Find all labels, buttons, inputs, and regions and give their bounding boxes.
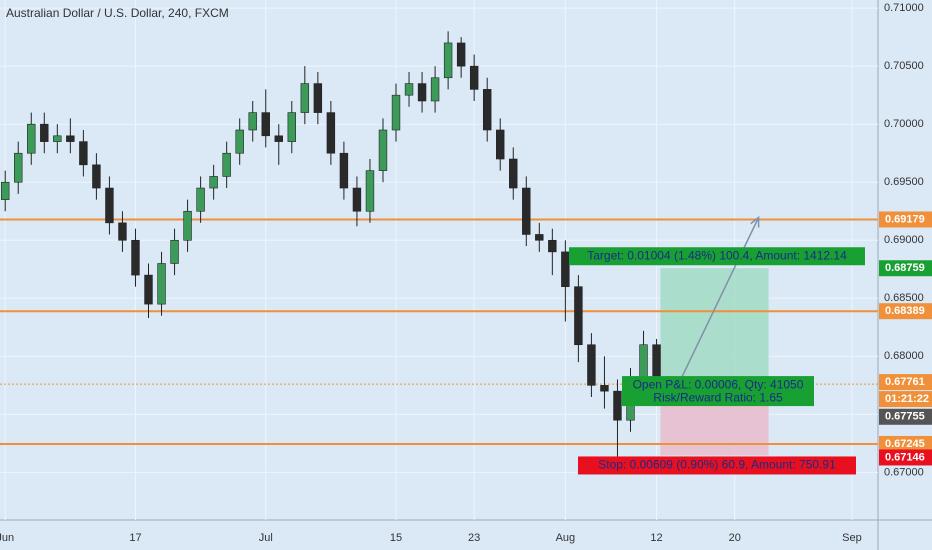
- candle-body: [535, 234, 544, 241]
- price-label: 0.67755: [885, 411, 925, 423]
- chart-title: Australian Dollar / U.S. Dollar, 240, FX…: [6, 6, 229, 20]
- candle-body: [66, 135, 75, 142]
- price-label-box: [879, 435, 932, 452]
- candle-body: [339, 152, 349, 189]
- candle-body: [53, 135, 62, 142]
- position-label: Risk/Reward Ratio: 1.65: [653, 390, 783, 404]
- candle-body: [613, 390, 622, 421]
- price-label-box: [879, 449, 932, 466]
- position-label: Open P&L: 0.00006, Qty: 41050: [633, 377, 804, 391]
- y-tick-label: 0.69500: [884, 176, 924, 188]
- candle-body: [522, 187, 531, 235]
- candle-body: [183, 210, 192, 241]
- candle-body: [105, 187, 114, 224]
- x-tick-label: 15: [390, 532, 402, 544]
- candle-body: [456, 42, 466, 67]
- candle-body: [40, 123, 49, 142]
- position-label-box: [622, 376, 814, 407]
- price-label-box: [879, 303, 932, 320]
- position-label-box: [569, 247, 865, 266]
- candle-body: [144, 274, 153, 305]
- candle-body: [300, 83, 310, 113]
- x-tick-label: 17: [129, 532, 141, 544]
- candle-body: [574, 286, 583, 346]
- candle-body: [600, 385, 609, 392]
- y-tick-label: 0.70000: [884, 118, 924, 130]
- candle-body: [443, 42, 453, 79]
- x-tick-label: Sep: [842, 532, 862, 544]
- candle-body: [365, 170, 375, 212]
- price-label: 0.69179: [885, 213, 925, 225]
- price-label: 0.67761: [885, 376, 925, 388]
- candle-body: [404, 83, 414, 96]
- y-tick-label: 0.70500: [884, 60, 924, 72]
- candle-body: [561, 251, 570, 287]
- candle-body: [313, 83, 323, 113]
- candle-body: [79, 141, 88, 166]
- position-label: Stop: 0.00609 (0.90%) 60.9, Amount: 750.…: [598, 458, 836, 472]
- candle-body: [496, 129, 505, 160]
- y-tick-label: 0.67000: [884, 466, 924, 478]
- candle-body: [417, 83, 427, 102]
- price-label-box: [879, 408, 932, 425]
- candle-body: [92, 164, 101, 189]
- x-tick-label: Jul: [259, 532, 273, 544]
- candle-body: [430, 77, 440, 102]
- position-label: Target: 0.01004 (1.48%) 100.4, Amount: 1…: [587, 248, 847, 262]
- y-tick-label: 0.68500: [884, 292, 924, 304]
- candle-body: [469, 65, 479, 90]
- candle-body: [209, 176, 218, 189]
- candle-body: [326, 112, 336, 154]
- candle-body: [118, 222, 127, 241]
- candle-body: [639, 344, 648, 380]
- profit-zone: [660, 268, 769, 385]
- arrow-head: [750, 215, 760, 228]
- candle-body: [287, 112, 297, 142]
- price-label: 0.68759: [885, 262, 925, 274]
- candle-body: [196, 187, 205, 212]
- price-label-box: [879, 374, 932, 391]
- countdown: 01:21:22: [885, 393, 929, 405]
- y-tick-label: 0.69000: [884, 234, 924, 246]
- candle-body: [170, 239, 179, 264]
- candle-body: [509, 158, 518, 189]
- price-label-box: [879, 260, 932, 277]
- candle-body: [587, 344, 596, 386]
- price-label: 0.67146: [885, 451, 925, 463]
- candle-body: [27, 123, 36, 154]
- x-tick-label: 12: [650, 532, 662, 544]
- price-label: 0.68389: [885, 305, 925, 317]
- candle-body: [548, 239, 557, 253]
- candle-body: [131, 239, 140, 276]
- candle-body: [1, 181, 10, 200]
- x-tick-label: 23: [468, 532, 480, 544]
- projection-arrow: [679, 217, 760, 381]
- candle-body: [274, 135, 283, 142]
- candle-body: [352, 187, 362, 212]
- y-tick-label: 0.68000: [884, 350, 924, 362]
- countdown-box: [879, 391, 932, 408]
- x-tick-label: Aug: [556, 532, 576, 544]
- candle-body: [391, 94, 401, 131]
- x-tick-label: Jun: [0, 532, 14, 544]
- position-label-box: [578, 456, 856, 475]
- candle-body: [378, 129, 388, 171]
- candle-body: [261, 112, 270, 137]
- candle-body: [222, 152, 231, 177]
- candle-body: [157, 263, 166, 305]
- price-label-box: [879, 211, 932, 228]
- y-tick-label: 0.71000: [884, 2, 924, 14]
- candle-body: [235, 129, 244, 154]
- candle-body: [482, 89, 492, 131]
- price-label: 0.67245: [885, 438, 925, 450]
- x-tick-label: 20: [729, 532, 741, 544]
- candle-body: [14, 152, 23, 183]
- candle-body: [248, 112, 257, 131]
